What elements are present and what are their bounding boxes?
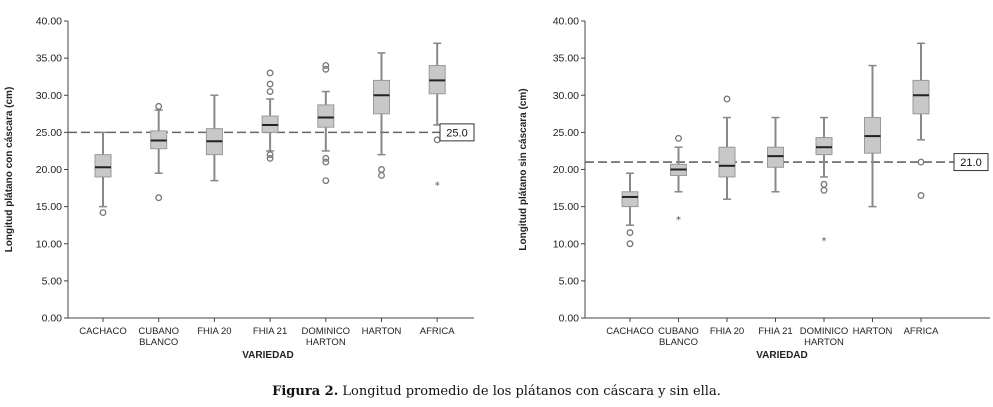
iqr-box [317,104,335,128]
y-tick-label: 40.00 [36,16,62,28]
figure-boxplots: 0.00 5.00 10.00 15.00 20.00 25.00 30.00 35.00 40… [4,16,990,361]
outlier-point [322,158,330,166]
reference-label-box [439,123,475,142]
outlier-point [378,171,385,179]
y-tick-label: 25.00 [553,127,579,139]
box-3: FHIA 20 [710,95,744,337]
outlier-point [322,154,330,162]
x-tick-label: AFRICA [904,326,940,337]
iqr-box [912,79,930,115]
box-1: CACHACO [606,172,654,337]
x-tick-label: AFRICA [420,326,456,337]
outlier-point [155,194,163,202]
y-axis-label: Longitud plátano con cáscara (cm) [4,87,15,253]
outlier-point [266,88,274,95]
reference-label-box [953,153,989,172]
extreme-point: * [822,236,827,247]
outlier-point [675,134,682,142]
caption-label: Figura 2. [272,384,339,399]
y-tick-label: 10.00 [36,238,62,250]
y-tick-label: 25.00 [36,127,62,139]
x-tick-label: HARTON [362,326,402,337]
outlier-point [626,240,634,248]
x-axis-label: VARIEDAD [242,350,293,361]
outlier-point [99,209,107,217]
outlier-point [378,166,385,173]
box-7: * AFRICA [420,42,456,337]
outlier-point [322,177,330,185]
x-tick-label: CACHACO [606,326,654,337]
outlier-point [917,158,925,166]
extreme-point: * [676,215,681,226]
x-tick-label: BLANCO [139,337,178,348]
x-tick-label: CACHACO [79,326,127,337]
box-1: CACHACO [79,131,127,337]
y-tick-label: 10.00 [553,238,579,250]
box-6: HARTON [362,52,402,337]
x-tick-label: HARTON [853,326,893,337]
outlier-point [917,192,925,199]
iqr-box [718,146,736,178]
x-tick-label: FHIA 20 [197,326,231,337]
y-tick-label: 30.00 [36,90,62,102]
iqr-box [94,154,112,178]
outlier-point [266,80,274,88]
y-tick-label: 0.00 [559,313,580,325]
outlier-point [322,65,330,73]
outlier-point [322,62,330,70]
y-tick-label: 20.00 [553,164,579,176]
outlier-point [266,69,274,77]
y-tick-label: 15.00 [36,201,62,213]
box-3: FHIA 20 [197,94,232,337]
outlier-point [723,95,731,103]
y-axis-label: Longitud plátano sin cáscara (cm) [518,88,529,250]
x-tick-label: HARTON [306,337,346,348]
y-tick-label: 35.00 [553,53,579,65]
box-6: HARTON [853,64,893,337]
x-axis-label: VARIEDAD [756,350,807,361]
outlier-point [433,136,441,144]
y-tick-label: 30.00 [553,90,579,102]
outlier-point [266,154,274,162]
y-tick-label: 20.00 [36,164,62,176]
box-7: AFRICA [904,42,940,337]
reference-label: 25.0 [446,127,467,139]
x-tick-label: FHIA 21 [253,326,287,337]
x-tick-label: DOMINICO [800,326,849,337]
outlier-point [155,102,163,110]
caption-text: Longitud promedio de los plátanos con cá… [338,384,721,399]
box-4: FHIA 21 [253,69,287,337]
y-tick-label: 15.00 [553,201,579,213]
chart-panel-1: 0.00 5.00 10.00 15.00 20.00 25.00 30.00 35.00 40… [4,16,475,361]
outlier-point [626,229,634,237]
x-tick-label: HARTON [804,337,844,348]
x-tick-label: DOMINICO [302,326,351,337]
outlier-point [266,151,274,159]
x-tick-label: CUBANO [658,326,699,337]
figure-caption: Figura 2. Longitud promedio de los pláta… [0,384,993,399]
y-tick-label: 0.00 [42,313,63,325]
y-tick-label: 5.00 [42,275,63,287]
iqr-box [815,137,833,156]
y-tick-label: 5.00 [559,275,580,287]
outlier-point [820,180,828,188]
x-tick-label: CUBANO [138,326,179,337]
x-tick-label: BLANCO [659,337,698,348]
reference-label: 21.0 [960,157,981,169]
x-tick-label: FHIA 20 [710,326,744,337]
iqr-box [621,191,639,208]
iqr-box [373,79,390,115]
y-tick-label: 40.00 [553,16,579,28]
y-tick-label: 35.00 [36,53,62,65]
extreme-point: * [435,180,440,191]
x-tick-label: FHIA 21 [758,326,792,337]
chart-panel-2: 0.00 5.00 10.00 15.00 20.00 25.00 30.00 35.00 40… [518,16,990,361]
box-4: FHIA 21 [758,116,793,337]
iqr-box [767,146,784,168]
outlier-point [820,186,828,194]
